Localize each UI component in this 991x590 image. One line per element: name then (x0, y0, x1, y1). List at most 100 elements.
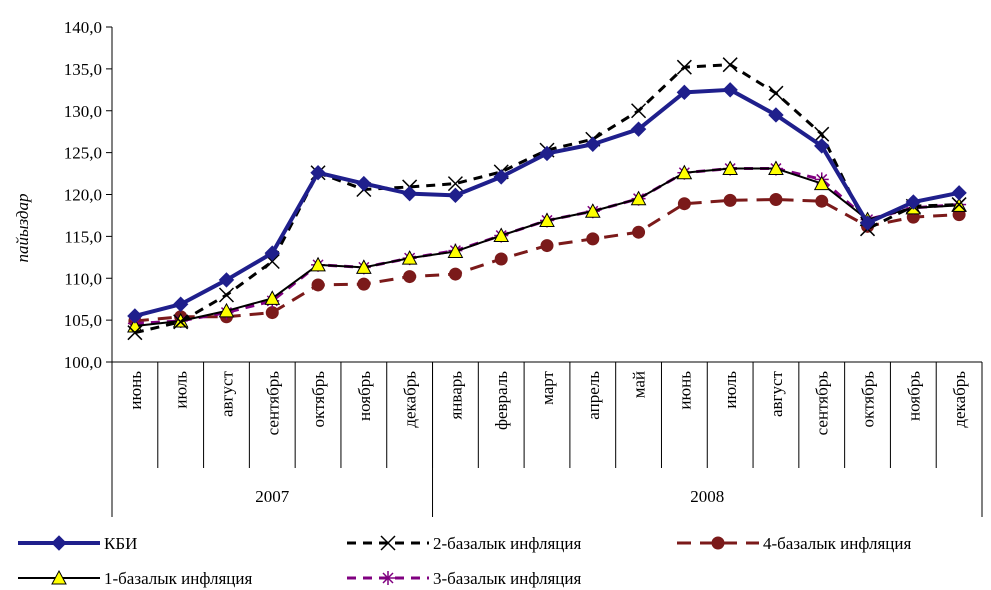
legend-label: 2-базалык инфляция (433, 534, 581, 553)
x-category-label: май (630, 371, 649, 398)
x-axis-categories: июнь июль август сентябрь октябрь ноябрь декаб… (111, 362, 983, 517)
data-point (859, 215, 876, 231)
data-point (494, 252, 508, 266)
data-point (584, 203, 601, 218)
data-point (401, 250, 418, 265)
data-point (381, 571, 395, 585)
x-category-label: октябрь (859, 371, 878, 428)
x-category-label: январь (446, 371, 465, 420)
data-point (51, 569, 67, 585)
x-category-label: декабрь (401, 371, 420, 428)
data-point (310, 165, 326, 181)
series-line (134, 87, 960, 318)
legend-item: 1-базалык инфляция (18, 569, 252, 588)
y-tick-label: 125,0 (64, 144, 102, 163)
year-label: 2008 (690, 487, 724, 506)
legend-label: 1-базалык инфляция (104, 569, 252, 588)
data-point (310, 256, 326, 272)
y-axis-label: пайыздар (13, 193, 32, 262)
x-category-label: июль (172, 371, 191, 409)
data-point (585, 136, 601, 152)
data-point (630, 121, 647, 137)
data-point (540, 239, 554, 253)
data-point (814, 138, 830, 154)
data-point (631, 103, 647, 119)
data-point (722, 82, 738, 98)
x-category-label: февраль (492, 371, 511, 430)
x-category-label: ноябрь (904, 371, 923, 421)
legend-item: КБИ (18, 534, 137, 553)
data-point (127, 308, 143, 324)
data-point (380, 535, 396, 551)
x-category-label: апрель (584, 371, 603, 420)
data-point (723, 193, 737, 207)
legend-item: 4-базалык инфляция (677, 534, 911, 553)
data-point (265, 306, 279, 320)
x-category-label: сентябрь (263, 371, 282, 436)
x-category-label: июль (721, 371, 740, 409)
year-label: 2007 (255, 487, 290, 506)
data-point (356, 175, 372, 192)
x-category-label: август (217, 370, 236, 417)
legend-item: 3-базалык инфляция (347, 569, 581, 588)
data-point (218, 302, 235, 318)
series-1 (127, 82, 967, 324)
data-point (356, 259, 372, 274)
data-point (769, 193, 783, 207)
data-point (448, 267, 462, 281)
data-point (768, 107, 784, 123)
y-tick-label: 105,0 (64, 311, 102, 330)
data-point (768, 85, 784, 101)
x-category-label: июнь (675, 371, 694, 410)
y-tick-label: 140,0 (64, 18, 102, 37)
data-point (127, 325, 143, 341)
data-point (768, 160, 784, 176)
data-point (447, 243, 464, 258)
data-point (493, 227, 510, 243)
x-category-label: октябрь (309, 371, 328, 428)
data-point (539, 212, 555, 227)
data-point (311, 278, 325, 292)
x-category-label: сентябрь (813, 371, 832, 436)
data-point (539, 145, 555, 162)
data-point (676, 84, 693, 101)
data-point (722, 57, 738, 73)
data-point (711, 536, 725, 550)
data-point (813, 175, 830, 191)
y-tick-label: 100,0 (64, 353, 102, 372)
data-point (447, 187, 464, 204)
data-point (218, 287, 235, 303)
data-point (173, 314, 189, 330)
y-tick-label: 115,0 (64, 227, 102, 246)
legend-label: 3-базалык инфляция (433, 569, 581, 588)
series-line (134, 63, 960, 335)
data-point (630, 190, 647, 206)
legend-item: 2-базалык инфляция (347, 534, 581, 553)
data-point (264, 290, 281, 305)
data-point (905, 194, 922, 210)
legend-label: КБИ (104, 534, 137, 553)
data-point (447, 176, 463, 192)
x-category-label: декабрь (950, 371, 969, 428)
data-point (676, 164, 693, 180)
x-category-label: март (538, 370, 557, 404)
y-axis-ticks: 100,0 105,0 110,0 115,0 120,0 125,0 130,0 135,0… (64, 18, 112, 372)
x-category-label: июнь (126, 371, 145, 410)
data-point (51, 535, 67, 551)
data-point (357, 277, 371, 291)
data-point (632, 225, 646, 239)
data-point (722, 160, 738, 176)
series-layer (127, 57, 967, 341)
x-category-label: ноябрь (355, 371, 374, 421)
y-tick-label: 120,0 (64, 186, 102, 205)
y-tick-label: 130,0 (64, 102, 102, 121)
data-point (403, 270, 417, 284)
data-point (677, 197, 691, 211)
data-point (218, 272, 235, 288)
data-point (951, 185, 967, 201)
data-point (264, 245, 280, 261)
data-point (172, 296, 189, 312)
y-tick-label: 135,0 (64, 60, 102, 79)
